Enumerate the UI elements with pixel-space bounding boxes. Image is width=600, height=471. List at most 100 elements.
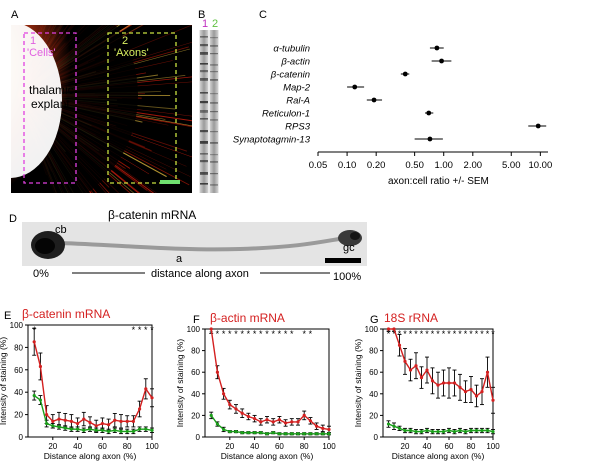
data-point xyxy=(113,418,117,422)
data-point xyxy=(441,381,446,385)
ratio-point xyxy=(371,97,377,103)
data-point xyxy=(474,428,479,433)
gel-band xyxy=(210,184,218,186)
x-tick-label: 10.00 xyxy=(528,160,552,171)
significance-asterisk: * xyxy=(414,329,418,339)
panel-f-chart: β-actin mRNA 0 20 40 60 80 100 20 40 60 80 100 Dista… xyxy=(175,311,336,461)
data-point xyxy=(430,430,435,434)
gel-band xyxy=(210,161,218,163)
data-point xyxy=(100,428,104,432)
y-tick-label: 20 xyxy=(191,411,200,420)
scale-bar xyxy=(160,180,180,184)
x-tick-label: 20 xyxy=(401,442,410,451)
cells-region-label: 'Cells' xyxy=(27,47,56,59)
y-axis-label: Intensity of staining (%) xyxy=(175,339,185,428)
significance-asterisk: * xyxy=(144,325,148,335)
gel-band xyxy=(210,45,218,47)
gel-band xyxy=(200,63,208,65)
ratio-point xyxy=(352,84,358,90)
y-tick-label: 0 xyxy=(374,433,379,442)
gene-label: α-tubulin xyxy=(273,44,310,55)
x-tick-label: 0.20 xyxy=(367,160,386,171)
gel-band xyxy=(200,92,208,94)
data-point xyxy=(144,427,148,431)
gel-band xyxy=(210,102,218,104)
panel-d-title: β-catenin mRNA xyxy=(108,208,196,222)
data-point xyxy=(69,427,73,431)
gel-band xyxy=(200,110,208,113)
distance-end: 100% xyxy=(333,271,361,283)
data-point xyxy=(452,381,457,385)
x-tick-label: 60 xyxy=(98,442,107,451)
panel-a-micrograph xyxy=(11,25,192,193)
data-point xyxy=(144,387,148,391)
ratio-point xyxy=(426,110,432,116)
gel-band xyxy=(200,52,208,55)
y-tick-label: 100 xyxy=(187,325,201,334)
data-point xyxy=(32,340,36,344)
data-point xyxy=(491,430,495,434)
data-point xyxy=(138,407,142,411)
significance-asterisk: * xyxy=(309,329,313,339)
data-point xyxy=(403,359,407,363)
data-point xyxy=(452,430,457,434)
significance-asterisk: * xyxy=(265,329,269,339)
significance-asterisk: * xyxy=(409,329,413,339)
panel-e-chart: β-catenin mRNA 0 20 40 60 80 100 20 40 60 80 100 Dis… xyxy=(0,307,159,461)
data-point xyxy=(119,419,123,423)
y-tick-label: 0 xyxy=(196,433,201,442)
data-point xyxy=(386,422,391,426)
data-point xyxy=(277,432,281,436)
gel-band xyxy=(210,37,218,39)
data-point xyxy=(480,390,484,394)
y-axis-label: Intensity of staining (%) xyxy=(353,339,363,428)
gel-band xyxy=(210,131,218,133)
panel-c-ratio-chart: 0.05 0.10 0.20 0.50 1.00 2.00 5.00 10.00 α-tubul… xyxy=(233,44,552,172)
data-point xyxy=(447,428,451,433)
significance-asterisk: * xyxy=(138,325,142,335)
data-point xyxy=(403,428,407,433)
data-point xyxy=(209,327,213,331)
data-point xyxy=(271,431,275,435)
panel-a-letter: A xyxy=(11,9,19,21)
cell-body-core xyxy=(35,238,55,254)
significance-asterisk: * xyxy=(464,329,468,339)
data-point xyxy=(150,428,154,432)
panel-b-letter: B xyxy=(198,9,205,21)
gel-band xyxy=(200,153,208,155)
data-point xyxy=(76,421,80,426)
data-point xyxy=(94,428,98,432)
y-tick-label: 20 xyxy=(14,411,23,420)
data-point xyxy=(259,420,263,424)
panel-d-scale-bar xyxy=(325,258,361,263)
gene-label: β-actin xyxy=(280,57,310,68)
gel-band xyxy=(200,101,208,104)
y-tick-label: 40 xyxy=(191,390,200,399)
cell-series-line xyxy=(33,341,153,427)
growth-cone-label: gc xyxy=(343,242,355,254)
significance-asterisk: * xyxy=(425,329,429,339)
x-axis-label: Distance along axon (%) xyxy=(44,451,137,461)
distance-caption: distance along axon xyxy=(151,268,249,280)
cell-series-line xyxy=(388,328,494,401)
data-point xyxy=(302,413,306,417)
significance-asterisk: * xyxy=(387,329,391,339)
data-point xyxy=(240,411,244,415)
x-tick-label: 80 xyxy=(467,442,476,451)
x-axis-label: Distance along axon (%) xyxy=(392,451,485,461)
data-point xyxy=(474,394,479,398)
data-point xyxy=(284,432,288,436)
data-point xyxy=(290,432,294,436)
data-point xyxy=(463,390,468,394)
data-point xyxy=(296,432,300,436)
explant-label-line2: explant xyxy=(31,97,70,111)
significance-asterisk: * xyxy=(442,329,446,339)
data-point xyxy=(386,327,391,331)
data-point xyxy=(138,427,142,431)
data-point xyxy=(88,420,92,425)
significance-asterisk: * xyxy=(420,329,424,339)
data-point xyxy=(469,387,473,392)
lane-1-label: 1 xyxy=(202,18,208,30)
gene-label: RPS3 xyxy=(285,122,311,133)
data-point xyxy=(246,414,250,419)
